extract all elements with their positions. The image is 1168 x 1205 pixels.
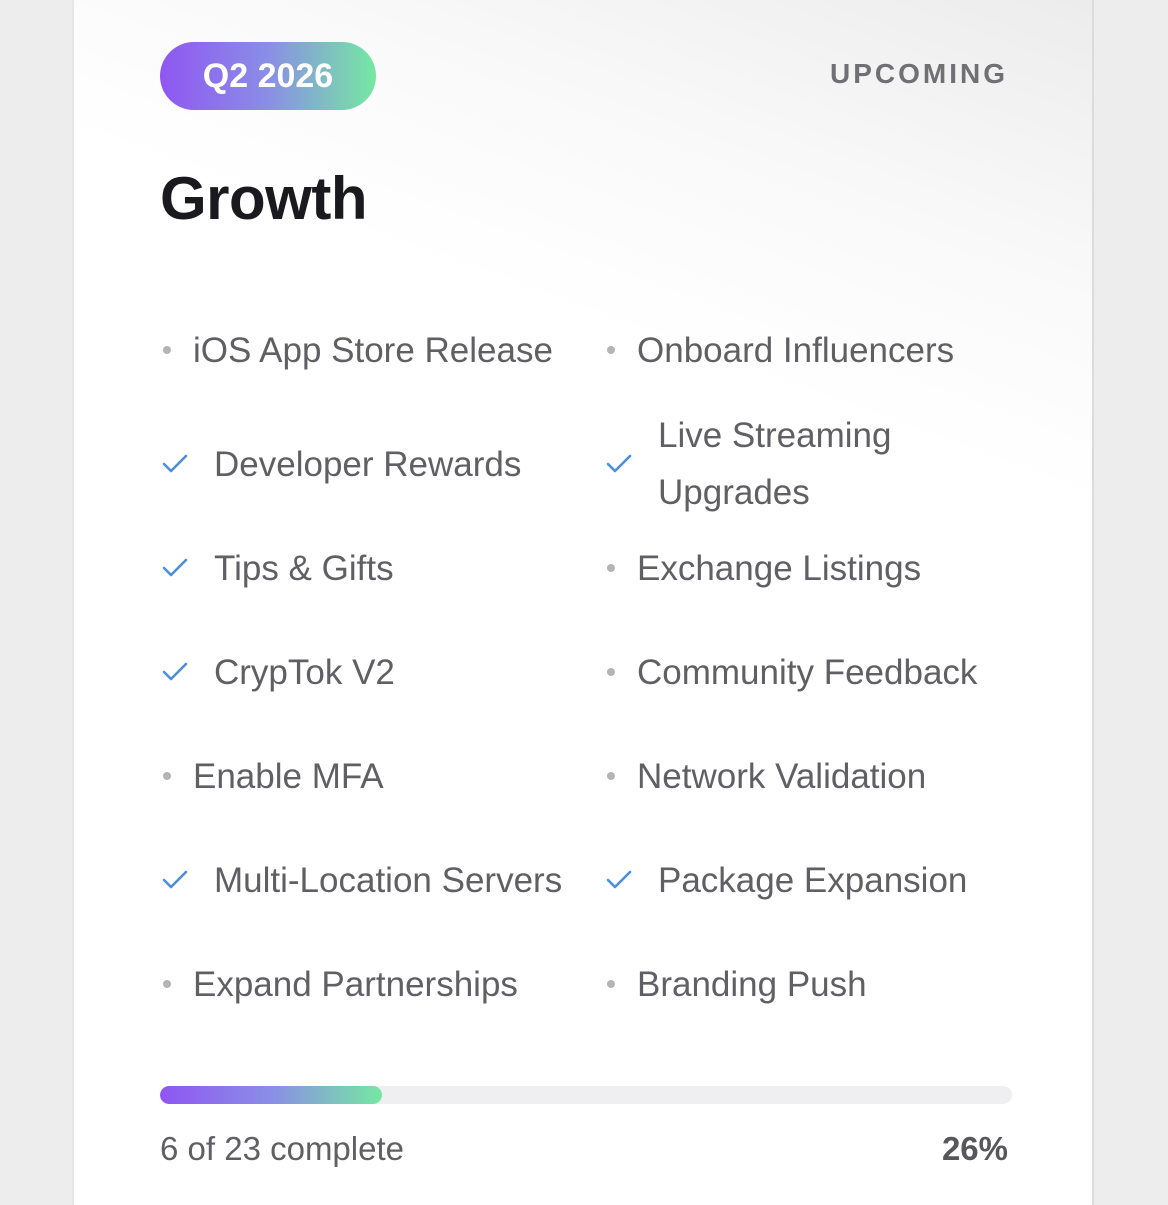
check-icon [160, 452, 190, 476]
check-icon [160, 660, 190, 684]
item-label: Multi-Location Servers [214, 860, 563, 900]
item-label: Network Validation [637, 756, 927, 796]
list-item: iOS App Store Release [160, 288, 604, 412]
item-label: Developer Rewards [214, 444, 522, 484]
bullet-icon [604, 980, 618, 988]
item-label: CrypTok V2 [214, 652, 395, 692]
check-icon [604, 868, 634, 892]
check-icon-glyph [606, 454, 632, 473]
item-label: Onboard Influencers [637, 330, 955, 370]
item-label: Enable MFA [193, 756, 384, 796]
list-item: Package Expansion [604, 828, 1020, 932]
check-icon-glyph [162, 662, 188, 681]
list-item: Onboard Influencers [604, 288, 1020, 412]
bullet-icon [604, 564, 618, 572]
list-item: Enable MFA [160, 724, 604, 828]
list-item: Exchange Listings [604, 516, 1020, 620]
check-icon-glyph [162, 558, 188, 577]
item-label: Live Streaming Upgrades [658, 416, 892, 512]
item-label: Exchange Listings [637, 548, 922, 588]
item-label: Community Feedback [637, 652, 978, 692]
item-label: Package Expansion [658, 860, 968, 900]
list-item: Branding Push [604, 932, 1020, 1036]
list-item: Expand Partnerships [160, 932, 604, 1036]
check-icon [160, 868, 190, 892]
check-icon [160, 556, 190, 580]
check-icon [604, 452, 634, 476]
list-item: Multi-Location Servers [160, 828, 604, 932]
roadmap-card: Q2 2026 UPCOMING Growth iOS App Store Re… [72, 0, 1094, 1205]
bullet-icon [604, 668, 618, 676]
check-icon-glyph [162, 454, 188, 473]
item-label: Branding Push [637, 964, 867, 1004]
milestone-title: Growth [160, 165, 367, 232]
progress-bar-fill [160, 1086, 382, 1104]
bullet-icon [160, 772, 174, 780]
status-label: UPCOMING [830, 58, 1008, 89]
milestone-list: iOS App Store Release Onboard Influencer… [160, 288, 1020, 1036]
list-item: CrypTok V2 [160, 620, 604, 724]
progress-bar [160, 1086, 1012, 1104]
quarter-badge: Q2 2026 [160, 42, 376, 110]
progress-percent: 26% [941, 1130, 1008, 1167]
check-icon-glyph [606, 870, 632, 889]
list-item: Developer Rewards [160, 412, 604, 516]
list-item: Live Streaming Upgrades [604, 412, 1020, 516]
bullet-icon [160, 346, 174, 354]
list-item: Network Validation [604, 724, 1020, 828]
item-label: iOS App Store Release [193, 330, 553, 370]
list-item: Community Feedback [604, 620, 1020, 724]
bullet-icon [604, 346, 618, 354]
item-label: Expand Partnerships [193, 964, 518, 1004]
progress-summary: 6 of 23 complete [160, 1130, 404, 1167]
bullet-icon [160, 980, 174, 988]
item-label: Tips & Gifts [214, 548, 394, 588]
check-icon-glyph [162, 870, 188, 889]
list-item: Tips & Gifts [160, 516, 604, 620]
bullet-icon [604, 772, 618, 780]
